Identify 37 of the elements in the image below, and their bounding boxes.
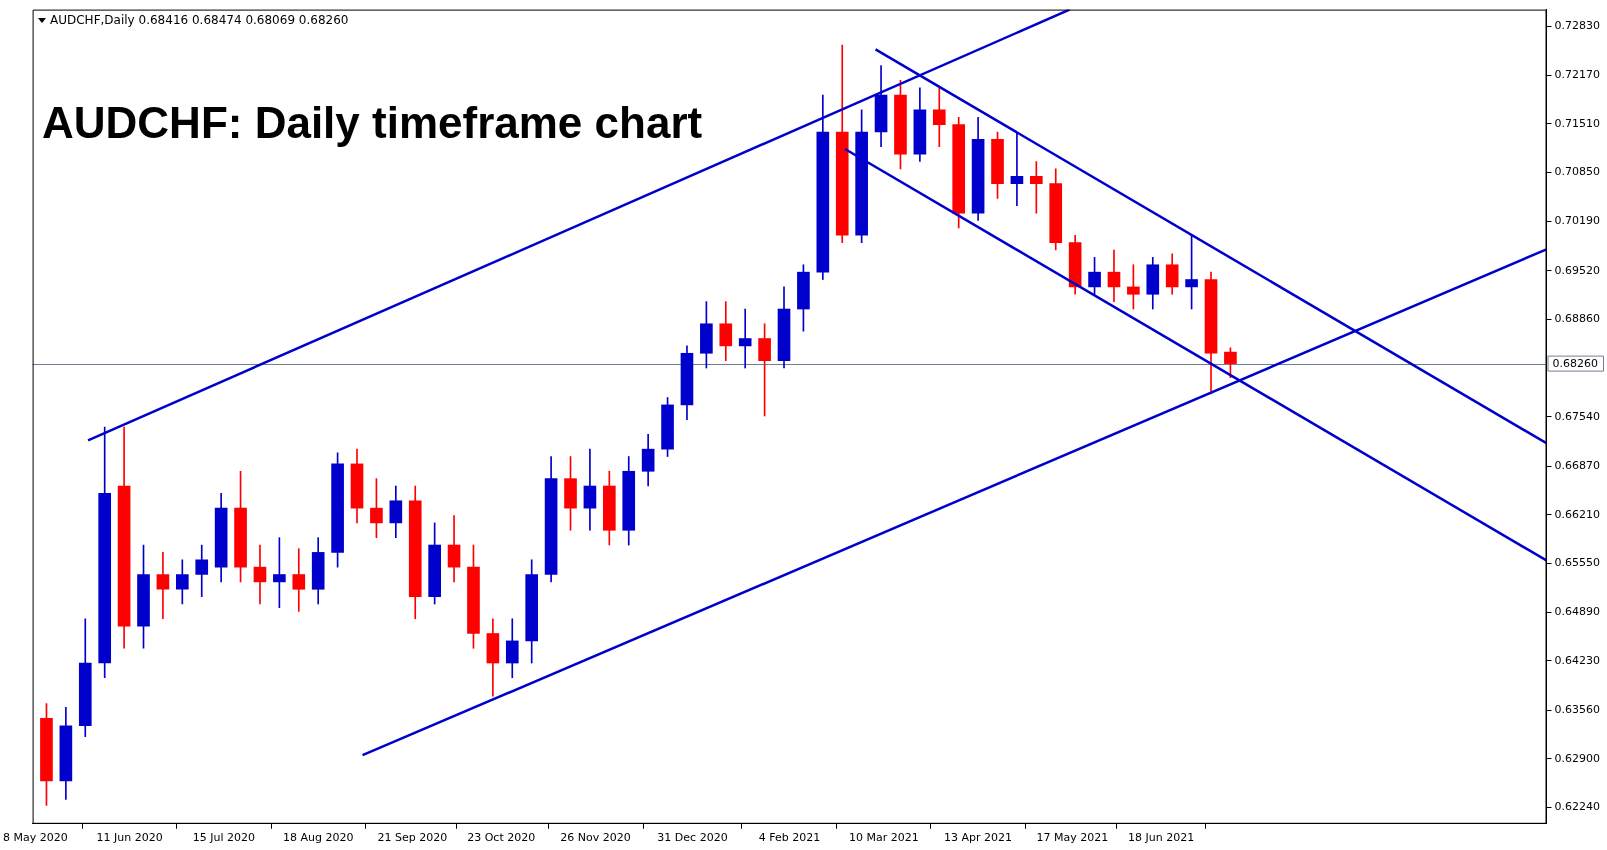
x-tick-label: 18 Jun 2021 [1128, 831, 1195, 845]
y-tick-label: 0.68860 [1554, 312, 1601, 326]
x-tick-label: 17 May 2021 [1036, 831, 1109, 845]
y-tick-label: 0.64230 [1554, 653, 1601, 667]
candlestick [1030, 161, 1043, 214]
x-tick-label: 21 Sep 2020 [377, 831, 448, 845]
x-tick-label: 13 Apr 2021 [944, 831, 1013, 845]
x-tick-label: 23 Oct 2020 [467, 831, 536, 845]
y-tick-label: 0.66210 [1554, 507, 1601, 521]
x-tick-label: 8 May 2020 [3, 831, 68, 845]
x-tick-label: 10 Mar 2021 [848, 831, 919, 845]
annotation: AUDCHF,Daily 0.68416 0.68474 0.68069 0.68260 [50, 13, 349, 27]
text: AUDCHF: Daily timeframe chart [42, 98, 703, 148]
y-tick-label: 0.62240 [1554, 800, 1601, 814]
x-tick-label: 4 Feb 2021 [758, 831, 821, 845]
x-tick-label: 18 Aug 2020 [282, 831, 354, 845]
y-tick-label: 0.65550 [1554, 556, 1601, 570]
x-tick-label: 31 Dec 2020 [657, 831, 728, 845]
y-tick-label: 0.63560 [1554, 703, 1601, 717]
candlestick [156, 552, 170, 620]
ref-line-label: 0.68260 [1552, 357, 1599, 371]
candlestick [292, 548, 306, 612]
candlestick [1010, 131, 1024, 207]
candlestick [738, 308, 752, 369]
x-tick-label: 26 Nov 2020 [560, 831, 631, 845]
y-tick-label: 0.67540 [1554, 409, 1601, 423]
y-tick-label: 0.69520 [1554, 263, 1601, 277]
y-tick-label: 0.64890 [1554, 605, 1601, 618]
y-tick-label: 0.72830 [1554, 19, 1601, 33]
y-tick-label: 0.62900 [1554, 751, 1601, 765]
y-tick-label: 0.71510 [1554, 116, 1601, 130]
y-tick-label: 0.70190 [1554, 214, 1601, 228]
y-tick-label: 0.66870 [1554, 458, 1601, 472]
x-tick-label: 11 Jun 2020 [96, 831, 163, 845]
y-tick-label: 0.70850 [1554, 165, 1601, 179]
x-tick-label: 15 Jul 2020 [192, 831, 256, 845]
y-tick-label: 0.72170 [1554, 68, 1601, 82]
